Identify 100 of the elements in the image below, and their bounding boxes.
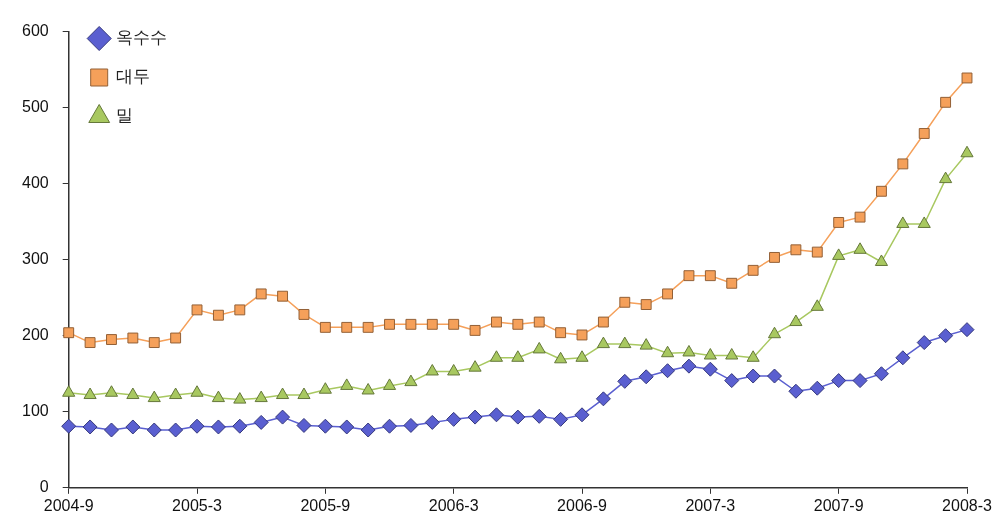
point — [103, 422, 119, 438]
point — [831, 373, 847, 389]
point — [638, 369, 654, 385]
point — [275, 409, 291, 425]
point — [767, 326, 782, 339]
point — [533, 316, 545, 328]
point — [595, 391, 611, 407]
point — [82, 419, 98, 435]
point — [874, 254, 889, 266]
y-tick-label: 0 — [39, 478, 49, 496]
point — [404, 374, 418, 387]
point — [83, 387, 97, 400]
x-tick-label: 2007-9 — [813, 496, 864, 514]
point — [918, 128, 930, 139]
point — [339, 419, 355, 435]
point — [897, 158, 909, 170]
point — [938, 328, 954, 344]
point — [425, 363, 439, 376]
point — [104, 385, 119, 397]
point — [639, 338, 653, 350]
point — [510, 409, 526, 425]
legend-label: 대두 — [116, 65, 151, 86]
x-tick-label: 2006-3 — [428, 496, 479, 514]
point — [790, 244, 802, 256]
point — [745, 368, 761, 384]
point — [704, 270, 716, 282]
point — [853, 242, 867, 254]
point — [232, 418, 248, 434]
point — [169, 387, 183, 400]
point — [769, 251, 780, 263]
point — [168, 422, 184, 438]
point — [340, 378, 354, 390]
point — [317, 418, 333, 434]
x-tick-label: 2004-9 — [43, 496, 94, 514]
point — [554, 351, 568, 364]
point — [747, 264, 759, 276]
point — [424, 414, 440, 430]
point — [127, 332, 139, 344]
point — [63, 327, 75, 339]
point — [211, 390, 225, 403]
point — [362, 321, 374, 333]
point — [190, 385, 204, 397]
point — [147, 390, 161, 403]
y-tick-label: 300 — [21, 250, 49, 268]
point — [491, 316, 502, 328]
point — [597, 316, 609, 328]
point — [788, 383, 804, 399]
point — [276, 387, 290, 400]
point — [341, 321, 353, 333]
y-tick-label: 100 — [21, 402, 49, 420]
point — [489, 350, 504, 362]
point — [488, 407, 504, 423]
point — [661, 345, 675, 358]
point — [553, 411, 569, 427]
point — [62, 385, 76, 397]
point — [703, 348, 717, 360]
point — [683, 270, 695, 282]
point — [532, 341, 546, 354]
point — [467, 409, 483, 425]
point — [873, 366, 889, 382]
point — [617, 373, 633, 389]
point — [746, 350, 760, 362]
point — [916, 335, 932, 351]
point — [382, 418, 398, 434]
point — [895, 350, 911, 366]
legend-label: 옥수수 — [116, 26, 168, 47]
point — [234, 304, 246, 316]
point — [940, 96, 952, 108]
point — [682, 344, 696, 357]
point — [939, 171, 953, 184]
point — [233, 392, 247, 404]
point — [146, 422, 162, 438]
x-tick-label: 2006-9 — [557, 496, 608, 514]
point — [811, 246, 823, 258]
point — [318, 382, 332, 394]
point — [255, 288, 267, 300]
point — [575, 350, 589, 362]
point — [833, 216, 845, 228]
point — [576, 329, 588, 341]
point — [384, 318, 395, 330]
point — [619, 296, 631, 308]
point — [531, 408, 547, 424]
y-tick-label: 200 — [21, 326, 49, 344]
y-tick-label: 500 — [21, 98, 49, 116]
y-tick-label: 600 — [21, 22, 49, 40]
point — [724, 373, 740, 389]
point — [854, 211, 866, 223]
point — [596, 336, 610, 349]
point — [361, 382, 375, 395]
point — [660, 363, 676, 379]
point — [681, 358, 697, 374]
point — [447, 363, 461, 376]
point — [959, 322, 975, 338]
point — [382, 378, 397, 390]
x-tick-label: 2005-9 — [300, 496, 351, 514]
point — [702, 361, 718, 377]
point — [277, 290, 289, 302]
point — [574, 407, 590, 423]
point — [210, 419, 226, 435]
point — [84, 337, 96, 349]
